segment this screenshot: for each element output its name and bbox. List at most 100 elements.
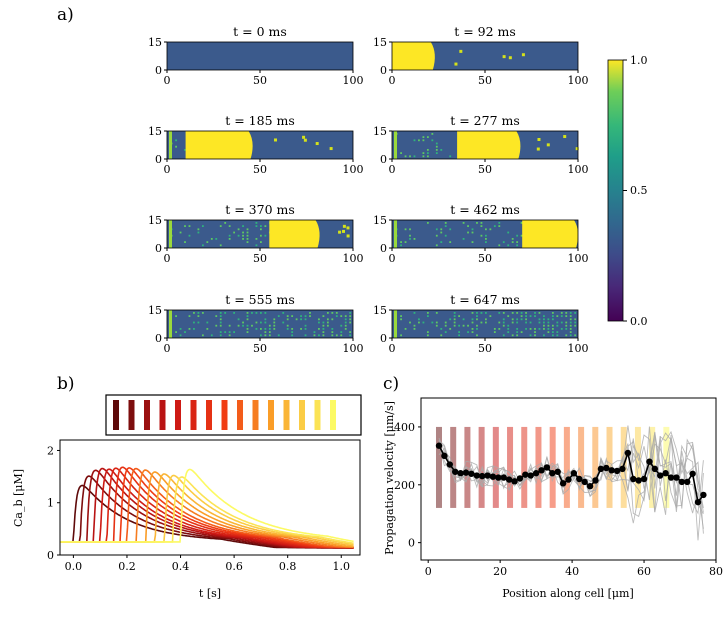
heatmap-spark [219,324,222,327]
heatmap-spark [277,334,280,337]
heatmap-spark [569,324,572,327]
heatmap-spark [498,222,501,224]
heatmap-spark [188,225,191,227]
heatmap-y-tick-label: 0 [380,242,387,255]
heatmap-left-edge [169,131,172,159]
heatmap-spark [409,228,411,231]
heatmap-spark [175,145,177,148]
mean-point [538,467,545,474]
legend-swatch [144,400,150,430]
mean-point [597,465,605,473]
heatmap-spark [426,222,429,224]
heatmap-spark [574,324,577,327]
heatmap-spark [556,331,559,333]
mean-point [586,483,594,490]
x-tick-label-b: 0.4 [172,560,190,573]
heatmap-spark [516,244,519,247]
heatmap-spark [435,228,438,231]
velocity-band [663,426,670,508]
heatmap-spark [251,312,253,314]
heatmap-spark [215,315,218,317]
y-tick-label-b: 2 [47,444,54,457]
heatmap-spark [318,318,320,321]
heatmap-spark [264,334,267,337]
heatmap-spark [246,238,249,240]
heatmap-y-tick-label: 15 [148,304,162,317]
heatmap-x-tick-label: 0 [389,342,396,355]
heatmap-spark [565,324,568,327]
heatmap-spark [418,139,420,142]
heatmap-spark [300,318,302,321]
heatmap-spark [233,231,236,234]
heatmap-spark [175,315,177,317]
heatmap-spark [471,321,474,324]
heatmap-spark [233,312,236,314]
heatmap-spark [318,334,320,337]
heatmap-spark [233,331,236,333]
mean-point [559,480,567,487]
heatmap-frame: t = 92 ms 0 50 100 0 15 [373,24,589,87]
heatmap-spark [556,324,559,327]
heatmap-spark [335,334,338,337]
heatmap-spark [538,312,541,314]
heatmap-spark [534,312,536,314]
heatmap-spark [551,331,554,333]
heatmap-spark [502,334,505,337]
heatmap-spark [291,331,294,333]
heatmap-spark [449,241,452,243]
heatmap-spark [449,155,452,158]
heatmap-spark [485,238,487,240]
heatmap-spark [422,139,425,142]
y-axis-label-b: Ca_b [μM] [12,469,25,527]
legend-swatch [237,400,243,430]
heatmap-spark [264,328,267,330]
heatmap-left-edge [169,310,172,338]
heatmap-spark-ahead [537,138,541,142]
heatmap-spark-ahead [302,135,306,139]
heatmap-y-tick-label: 15 [373,304,387,317]
heatmap-spark [493,331,496,333]
heatmap-spark [534,331,536,333]
heatmap-spark [326,324,329,327]
heatmap-spark [507,324,510,327]
heatmap-spark [547,321,550,324]
heatmap-spark [219,321,222,324]
mean-point [516,475,524,482]
heatmap-spark [184,149,186,151]
heatmap-spark [560,328,563,330]
heatmap-spark [471,228,474,231]
mean-point [667,474,675,481]
heatmap-spark [273,321,276,324]
heatmap-wave [457,131,521,159]
mean-point [543,464,551,471]
panel-label-a: a) [57,5,74,25]
heatmap-spark [502,321,505,324]
heatmap-spark [493,328,496,330]
heatmap-spark [413,312,416,314]
heatmap-spark [426,334,429,337]
axis-ticks-c: 0 20 40 60 80 0 200 400 [394,421,723,578]
heatmap-spark [210,334,213,337]
heatmap-spark [219,331,222,333]
heatmap-spark [335,315,338,317]
heatmap-spark [331,312,334,314]
heatmap-spark [511,318,514,321]
heatmap-frame: t = 370 ms 0 50 100 0 15 [148,202,364,265]
legend-swatch [283,400,290,430]
mean-point [603,464,610,472]
heatmap-spark [547,328,550,330]
heatmap-spark [480,234,483,237]
heatmap-title: t = 647 ms [450,292,520,307]
heatmap-spark [404,155,407,158]
heatmap-wave [522,220,579,248]
heatmap-x-tick-label: 0 [389,252,396,265]
heatmap-spark [246,315,249,317]
heatmap-spark [246,331,249,333]
heatmap-spark [322,331,325,333]
mean-point [522,471,529,478]
heatmap-spark [462,324,465,327]
heatmap-spark [349,318,352,321]
heatmap-spark [197,321,200,324]
heatmap-spark [224,222,227,224]
heatmap-spark [264,331,267,333]
